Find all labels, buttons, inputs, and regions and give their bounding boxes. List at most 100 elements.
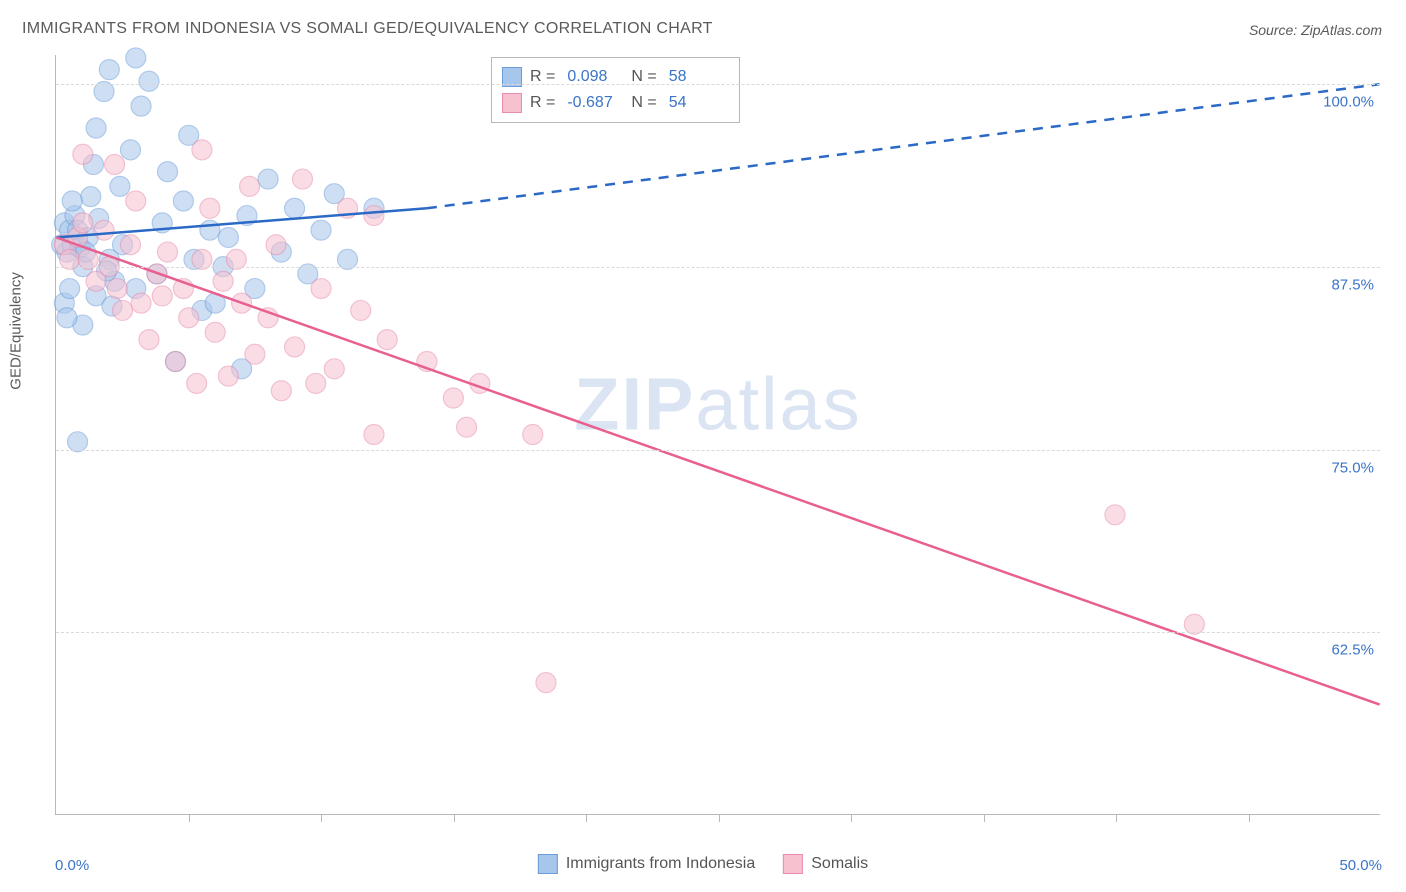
scatter-point (192, 140, 212, 160)
scatter-point (120, 235, 140, 255)
scatter-point (306, 373, 326, 393)
scatter-point (131, 293, 151, 313)
y-tick-label: 87.5% (1331, 276, 1374, 293)
scatter-point (110, 176, 130, 196)
scatter-point (218, 366, 238, 386)
trend-line (56, 237, 1379, 704)
plot-area: ZIPatlas R = 0.098 N = 58 R = -0.687 N =… (55, 55, 1380, 815)
legend-n-value-2: 54 (669, 90, 725, 116)
y-axis-title: GED/Equivalency (8, 272, 25, 390)
scatter-point (245, 344, 265, 364)
legend-swatch-2 (502, 93, 522, 113)
scatter-point (457, 417, 477, 437)
legend-r-value-1: 0.098 (567, 64, 623, 90)
scatter-point (126, 191, 146, 211)
gridline (56, 84, 1380, 85)
bottom-legend-item-2: Somalis (783, 854, 868, 874)
scatter-point (324, 359, 344, 379)
scatter-point (311, 279, 331, 299)
x-axis-min-label: 0.0% (55, 857, 89, 874)
legend-r-label: R = (530, 64, 555, 90)
x-tick (851, 814, 852, 822)
scatter-point (258, 169, 278, 189)
scatter-point (187, 373, 207, 393)
scatter-point (113, 300, 133, 320)
scatter-point (73, 213, 93, 233)
x-tick (1116, 814, 1117, 822)
scatter-point (285, 198, 305, 218)
bottom-legend-item-1: Immigrants from Indonesia (538, 854, 755, 874)
bottom-legend-swatch-1 (538, 854, 558, 874)
source-label: Source: ZipAtlas.com (1249, 22, 1382, 38)
scatter-point (81, 187, 101, 207)
scatter-point (120, 140, 140, 160)
scatter-point (364, 206, 384, 226)
x-tick (719, 814, 720, 822)
scatter-point (158, 162, 178, 182)
scatter-point (218, 227, 238, 247)
scatter-point (62, 191, 82, 211)
scatter-point (1184, 614, 1204, 634)
legend-n-value-1: 58 (669, 64, 725, 90)
legend-row-series-2: R = -0.687 N = 54 (502, 90, 725, 116)
scatter-point (131, 96, 151, 116)
gridline (56, 450, 1380, 451)
scatter-point (364, 425, 384, 445)
legend-n-label: N = (631, 90, 656, 116)
y-tick-label: 100.0% (1323, 94, 1374, 111)
scatter-point (152, 286, 172, 306)
scatter-point (311, 220, 331, 240)
scatter-point (293, 169, 313, 189)
scatter-point (271, 381, 291, 401)
scatter-point (73, 144, 93, 164)
x-tick (321, 814, 322, 822)
scatter-point (1105, 505, 1125, 525)
y-tick-label: 62.5% (1331, 642, 1374, 659)
gridline (56, 267, 1380, 268)
scatter-point (240, 176, 260, 196)
scatter-point (266, 235, 286, 255)
scatter-point (285, 337, 305, 357)
scatter-point (200, 198, 220, 218)
legend-n-label: N = (631, 64, 656, 90)
chart-title: IMMIGRANTS FROM INDONESIA VS SOMALI GED/… (22, 20, 713, 38)
scatter-point (205, 322, 225, 342)
chart-container: IMMIGRANTS FROM INDONESIA VS SOMALI GED/… (0, 0, 1406, 892)
bottom-legend-swatch-2 (783, 854, 803, 874)
scatter-point (165, 352, 185, 372)
scatter-point (173, 191, 193, 211)
scatter-point (99, 60, 119, 80)
correlation-legend: R = 0.098 N = 58 R = -0.687 N = 54 (491, 57, 740, 123)
bottom-legend-label-2: Somalis (811, 855, 868, 873)
x-tick (454, 814, 455, 822)
scatter-point (377, 330, 397, 350)
scatter-point (351, 300, 371, 320)
scatter-point (86, 118, 106, 138)
plot-svg (56, 55, 1380, 814)
bottom-legend: Immigrants from Indonesia Somalis (538, 854, 868, 874)
scatter-point (139, 330, 159, 350)
scatter-point (200, 220, 220, 240)
scatter-point (536, 673, 556, 693)
scatter-point (57, 308, 77, 328)
gridline (56, 632, 1380, 633)
scatter-point (158, 242, 178, 262)
y-tick-label: 75.0% (1331, 459, 1374, 476)
scatter-point (105, 154, 125, 174)
legend-row-series-1: R = 0.098 N = 58 (502, 64, 725, 90)
scatter-point (60, 279, 80, 299)
scatter-point (107, 279, 127, 299)
scatter-point (443, 388, 463, 408)
scatter-point (139, 71, 159, 91)
scatter-point (94, 220, 114, 240)
scatter-point (126, 48, 146, 68)
x-tick (586, 814, 587, 822)
scatter-point (213, 271, 233, 291)
bottom-legend-label-1: Immigrants from Indonesia (566, 855, 755, 873)
scatter-point (523, 425, 543, 445)
scatter-point (179, 308, 199, 328)
legend-r-label: R = (530, 90, 555, 116)
x-tick (984, 814, 985, 822)
x-axis-max-label: 50.0% (1339, 857, 1382, 874)
x-tick (189, 814, 190, 822)
